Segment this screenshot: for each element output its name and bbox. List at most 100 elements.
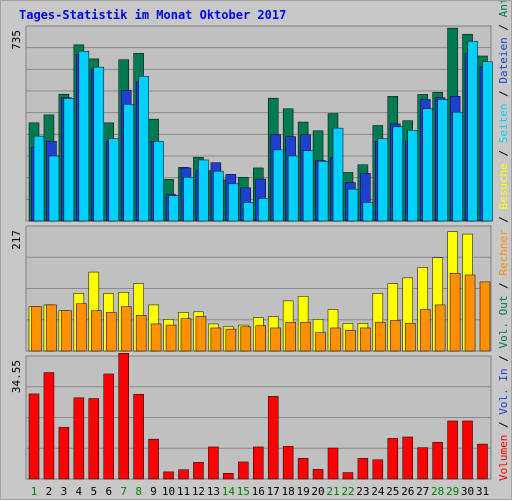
bar-rechner-8: [135, 315, 147, 352]
x-tick-label: 12: [192, 485, 205, 498]
bar-rechner-17: [270, 327, 281, 352]
bar-rechner-27: [419, 309, 431, 352]
bar-rechner-21: [330, 327, 341, 352]
bar-rechner-1: [31, 306, 42, 352]
bar-rechner-18: [285, 321, 296, 352]
bar-seiten-20: [317, 161, 329, 222]
bar-rechner-23: [360, 327, 371, 352]
chart-panels: 735 217 34.55: [10, 25, 493, 480]
bar-rechner-14: [225, 328, 237, 352]
bar-volumen-7: [118, 353, 129, 480]
legend-entry-rechner: Rechner: [497, 229, 510, 276]
bar-seiten-28: [437, 99, 448, 222]
bar-seiten-2: [48, 155, 60, 222]
legend-entry-dateien: Dateien: [497, 37, 510, 83]
bar-volumen-23: [357, 458, 369, 480]
bar-seiten-24: [377, 138, 389, 222]
legend-entry-anfragen: Anfragen: [497, 1, 510, 17]
bar-seiten-19: [302, 150, 314, 222]
legend-entry-besuche: Besuche: [497, 163, 510, 209]
x-tick-label: 1: [31, 485, 38, 498]
bar-seiten-27: [422, 108, 433, 222]
bar-seiten-6: [108, 138, 119, 222]
bar-volumen-31: [477, 443, 488, 480]
bar-volumen-14: [223, 473, 234, 480]
bar-rechner-9: [150, 323, 162, 352]
bar-volumen-8: [133, 394, 144, 480]
bar-rechner-24: [375, 321, 386, 352]
bar-rechner-7: [120, 306, 132, 352]
bar-rechner-29: [449, 272, 461, 352]
bar-seiten-11: [183, 176, 194, 222]
x-tick-label: 16: [252, 485, 265, 498]
x-tick-label: 4: [76, 485, 83, 498]
x-tick-label: 19: [296, 485, 309, 498]
bar-volumen-9: [148, 438, 159, 480]
legend: Volumen / Vol. In / Vol. Out / Rechner /…: [497, 1, 510, 481]
bar-rechner-13: [210, 327, 222, 352]
bar-rechner-20: [315, 332, 326, 352]
legend-separator: /: [497, 349, 510, 369]
bar-rechner-6: [106, 312, 117, 352]
legend-separator: /: [497, 276, 510, 296]
x-tick-label: 6: [105, 485, 112, 498]
bar-rechner-2: [46, 304, 57, 352]
bar-rechner-11: [180, 318, 192, 352]
bar-volumen-13: [208, 446, 219, 480]
legend-text: Volumen / Vol. In / Vol. Out / Rechner /…: [497, 1, 510, 481]
bar-rechner-15: [240, 326, 252, 352]
bar-seiten-30: [467, 41, 478, 222]
bar-volumen-12: [193, 462, 204, 480]
bar-seiten-13: [213, 170, 224, 222]
legend-entry-volout: Vol. Out: [497, 296, 510, 349]
bar-volumen-6: [103, 373, 114, 480]
bar-volumen-11: [178, 469, 189, 480]
chart-title: Tages-Statistik im Monat Oktober 2017: [19, 8, 286, 22]
x-tick-label: 3: [61, 485, 68, 498]
bar-volumen-19: [297, 458, 309, 480]
bar-seiten-17: [272, 149, 284, 222]
y-max-label: 217: [10, 230, 23, 250]
panel-2: 217: [10, 225, 492, 352]
bar-volumen-28: [432, 442, 443, 480]
x-tick-label: 9: [150, 485, 157, 498]
bar-rechner-4: [76, 303, 87, 352]
panel-3: 34.55: [10, 353, 492, 480]
x-tick-label: 5: [90, 485, 97, 498]
bar-seiten-22: [347, 188, 359, 222]
bar-rechner-22: [345, 330, 356, 352]
legend-separator: /: [497, 84, 510, 104]
bar-volumen-18: [282, 445, 294, 480]
x-tick-label: 31: [476, 485, 489, 498]
legend-entry-volumen: Volumen: [497, 435, 510, 481]
bar-seiten-5: [93, 66, 105, 222]
bar-volumen-22: [342, 472, 354, 480]
bar-volumen-26: [402, 436, 413, 480]
legend-entry-volin: Vol. In: [497, 368, 510, 414]
legend-separator: /: [497, 209, 510, 229]
bar-volumen-4: [73, 397, 85, 480]
bar-rechner-25: [390, 320, 401, 352]
x-tick-label: 27: [416, 485, 429, 498]
bar-volumen-24: [372, 459, 384, 480]
bar-seiten-12: [198, 159, 209, 222]
bar-seiten-25: [392, 126, 404, 222]
x-tick-label: 28: [431, 485, 444, 498]
bar-volumen-10: [163, 471, 174, 480]
bar-seiten-8: [138, 76, 149, 222]
bar-seiten-3: [63, 98, 75, 222]
bar-volumen-3: [58, 427, 70, 480]
bar-seiten-1: [33, 135, 45, 222]
bar-volumen-5: [88, 398, 100, 480]
bar-seiten-29: [452, 111, 463, 222]
panel-1: 735: [10, 25, 493, 222]
x-tick-label: 30: [461, 485, 474, 498]
legend-separator: /: [497, 415, 510, 435]
bar-seiten-9: [153, 141, 164, 222]
bar-seiten-21: [332, 127, 344, 222]
legend-entry-seiten: Seiten: [497, 103, 510, 143]
x-tick-label: 22: [341, 485, 354, 498]
bar-volumen-20: [312, 469, 324, 480]
